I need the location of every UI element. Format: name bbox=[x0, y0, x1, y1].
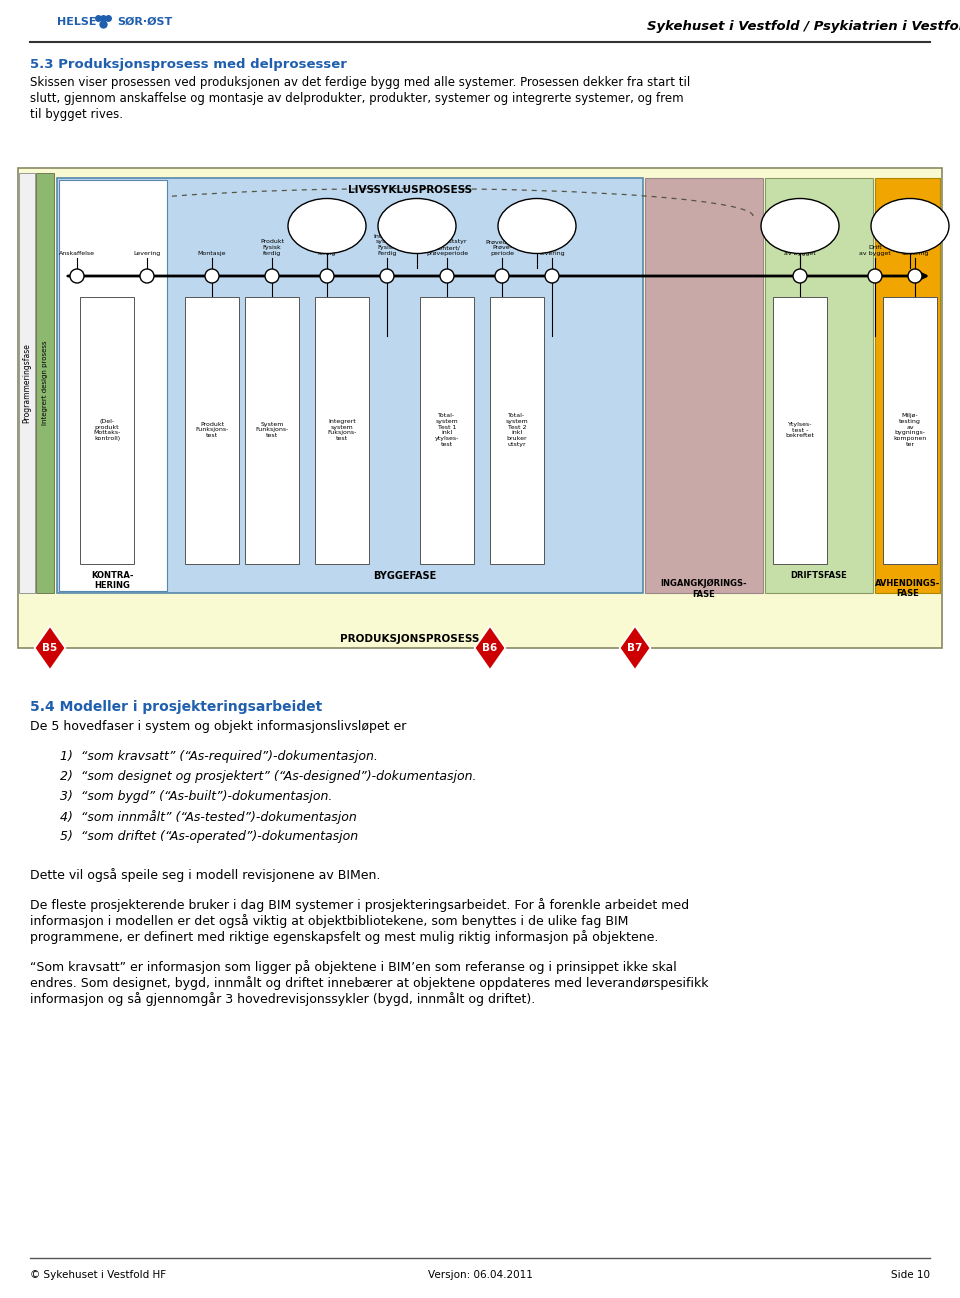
Circle shape bbox=[868, 269, 882, 283]
Text: Side 10: Side 10 bbox=[891, 1269, 930, 1280]
Circle shape bbox=[140, 269, 154, 283]
Text: Versjon: 06.04.2011: Versjon: 06.04.2011 bbox=[427, 1269, 533, 1280]
Text: til bygget rives.: til bygget rives. bbox=[30, 108, 123, 121]
Text: Drift
av bygget: Drift av bygget bbox=[859, 245, 891, 256]
Text: 5)  “som driftet (“As-operated”)-dokumentasjon: 5) “som driftet (“As-operated”)-dokument… bbox=[60, 829, 358, 842]
Text: Evaluering av
Bygningens
Ytelse: Evaluering av Bygningens Ytelse bbox=[776, 215, 824, 236]
Text: De fleste prosjekterende bruker i dag BIM systemer i prosjekteringsarbeidet. For: De fleste prosjekterende bruker i dag BI… bbox=[30, 898, 689, 912]
Text: Milepels-
befaring
Fysisk ferdig: Milepels- befaring Fysisk ferdig bbox=[305, 215, 348, 236]
FancyBboxPatch shape bbox=[315, 297, 369, 565]
Circle shape bbox=[205, 269, 219, 283]
Text: Produkt
Funksjons-
test: Produkt Funksjons- test bbox=[195, 422, 228, 439]
Text: 2)  “som designet og prosjektert” (“As-designed”)-dokumentasjon.: 2) “som designet og prosjektert” (“As-de… bbox=[60, 770, 476, 783]
Text: Brukerutstyr
Montert/
prøveperiode: Brukerutstyr Montert/ prøveperiode bbox=[426, 239, 468, 256]
Text: Ferdig-
befaring: Ferdig- befaring bbox=[402, 219, 432, 232]
Text: informasjon og så gjennomgår 3 hovedrevisjonssykler (bygd, innmålt og driftet).: informasjon og så gjennomgår 3 hovedrevi… bbox=[30, 992, 536, 1006]
Text: Levering: Levering bbox=[133, 251, 160, 256]
Polygon shape bbox=[474, 626, 505, 670]
Ellipse shape bbox=[761, 199, 839, 253]
Ellipse shape bbox=[498, 199, 576, 253]
FancyBboxPatch shape bbox=[185, 297, 239, 565]
FancyBboxPatch shape bbox=[645, 178, 763, 593]
FancyBboxPatch shape bbox=[59, 180, 167, 591]
FancyBboxPatch shape bbox=[245, 297, 299, 565]
Text: informasjon i modellen er det også viktig at objektbibliotekene, som benyttes i : informasjon i modellen er det også vikti… bbox=[30, 914, 629, 928]
Text: HELSE: HELSE bbox=[57, 17, 97, 27]
Text: SØR·ØST: SØR·ØST bbox=[117, 17, 172, 27]
Text: slutt, gjennom anskaffelse og montasje av delprodukter, produkter, systemer og i: slutt, gjennom anskaffelse og montasje a… bbox=[30, 92, 684, 105]
Text: endres. Som designet, bygd, innmålt og driftet innebærer at objektene oppdateres: endres. Som designet, bygd, innmålt og d… bbox=[30, 976, 708, 990]
Text: System
Fysisk
ferdig: System Fysisk ferdig bbox=[315, 239, 339, 256]
Text: Total-
system
Test 2
inkl
bruker
utstyr: Total- system Test 2 inkl bruker utstyr bbox=[506, 413, 528, 447]
Polygon shape bbox=[35, 626, 65, 670]
FancyBboxPatch shape bbox=[883, 297, 937, 565]
Ellipse shape bbox=[871, 199, 949, 253]
Circle shape bbox=[70, 269, 84, 283]
Text: INGANGKJØRINGS-
FASE: INGANGKJØRINGS- FASE bbox=[660, 579, 747, 598]
Text: Sykehuset i Vestfold / Psykiatrien i Vestfold: Sykehuset i Vestfold / Psykiatrien i Ves… bbox=[647, 19, 960, 32]
Text: 4)  “som innmålt” (“As-tested”)-dokumentasjon: 4) “som innmålt” (“As-tested”)-dokumenta… bbox=[60, 810, 357, 824]
Text: Integrert
system
Fysisk
Ferdig: Integrert system Fysisk Ferdig bbox=[373, 234, 401, 256]
Text: 3)  “som bygd” (“As-built”)-dokumentasjon.: 3) “som bygd” (“As-built”)-dokumentasjon… bbox=[60, 790, 332, 803]
Text: B7: B7 bbox=[627, 643, 642, 653]
FancyBboxPatch shape bbox=[773, 297, 827, 565]
Text: Programmeringsfase: Programmeringsfase bbox=[22, 343, 32, 423]
Text: LIVSSYKLUSPROSESS: LIVSSYKLUSPROSESS bbox=[348, 186, 472, 195]
Text: 2-3 års
drift
av bygget: 2-3 års drift av bygget bbox=[784, 239, 816, 256]
Ellipse shape bbox=[288, 199, 366, 253]
Text: Prøvedrift/
Prøve-
periode: Prøvedrift/ Prøve- periode bbox=[486, 239, 518, 256]
Circle shape bbox=[320, 269, 334, 283]
Text: Over-
levering: Over- levering bbox=[540, 245, 564, 256]
Text: Integrert design prosess: Integrert design prosess bbox=[42, 340, 48, 426]
FancyBboxPatch shape bbox=[18, 167, 942, 648]
Text: System
Funksjons-
test: System Funksjons- test bbox=[255, 422, 289, 439]
Text: (Del-
produkt
Mottaks-
kontroll): (Del- produkt Mottaks- kontroll) bbox=[93, 419, 121, 441]
Text: DRIFTSFASE: DRIFTSFASE bbox=[791, 571, 848, 580]
Text: Miljø-
testing
av
bygnings-
komponen
ter: Miljø- testing av bygnings- komponen ter bbox=[894, 413, 926, 447]
Text: KONTRA-
HERING: KONTRA- HERING bbox=[91, 571, 133, 591]
FancyBboxPatch shape bbox=[36, 173, 54, 593]
FancyBboxPatch shape bbox=[80, 297, 134, 565]
Circle shape bbox=[440, 269, 454, 283]
Circle shape bbox=[545, 269, 559, 283]
Text: “Som kravsatt” er informasjon som ligger på objektene i BIM’en som referanse og : “Som kravsatt” er informasjon som ligger… bbox=[30, 961, 677, 974]
Circle shape bbox=[380, 269, 394, 283]
Text: PRODUKSJONSPROSESS: PRODUKSJONSPROSESS bbox=[340, 633, 480, 644]
Text: Overtakelses-
befaring: Overtakelses- befaring bbox=[514, 219, 561, 232]
Text: Skissen viser prosessen ved produksjonen av det ferdige bygg med alle systemer. : Skissen viser prosessen ved produksjonen… bbox=[30, 77, 690, 90]
Text: © Sykehuset i Vestfold HF: © Sykehuset i Vestfold HF bbox=[30, 1269, 166, 1280]
Text: De 5 hovedfaser i system og objekt informasjonslivsløpet er: De 5 hovedfaser i system og objekt infor… bbox=[30, 720, 406, 733]
FancyBboxPatch shape bbox=[875, 178, 940, 593]
Circle shape bbox=[908, 269, 922, 283]
Text: B5: B5 bbox=[42, 643, 58, 653]
Text: Produkt
Fysisk
ferdig: Produkt Fysisk ferdig bbox=[260, 239, 284, 256]
Text: programmene, er definert med riktige egenskapsfelt og mest mulig riktig informas: programmene, er definert med riktige ege… bbox=[30, 929, 659, 944]
FancyBboxPatch shape bbox=[765, 178, 873, 593]
FancyBboxPatch shape bbox=[57, 178, 643, 593]
Text: 5.3 Produksjonsprosess med delprosesser: 5.3 Produksjonsprosess med delprosesser bbox=[30, 58, 347, 71]
FancyBboxPatch shape bbox=[420, 297, 474, 565]
Text: BYGGEFASE: BYGGEFASE bbox=[373, 571, 437, 582]
Polygon shape bbox=[619, 626, 651, 670]
Text: 1)  “som kravsatt” (“As-required”)-dokumentasjon.: 1) “som kravsatt” (“As-required”)-dokume… bbox=[60, 750, 378, 763]
Text: Integrert
system
Fuksjons-
test: Integrert system Fuksjons- test bbox=[327, 419, 357, 441]
FancyBboxPatch shape bbox=[19, 173, 35, 593]
Text: Ytylses-
test -
bekreftet: Ytylses- test - bekreftet bbox=[785, 422, 814, 439]
Text: Total-
system
Test 1
inkl
ytylses-
test: Total- system Test 1 inkl ytylses- test bbox=[435, 413, 459, 447]
Text: B6: B6 bbox=[482, 643, 497, 653]
Circle shape bbox=[495, 269, 509, 283]
Circle shape bbox=[793, 269, 807, 283]
Circle shape bbox=[265, 269, 279, 283]
Text: AVHENDINGS-
FASE: AVHENDINGS- FASE bbox=[875, 579, 940, 598]
Text: Riving/
sanering: Riving/ sanering bbox=[901, 245, 928, 256]
Text: Dette vil også speile seg i modell revisjonene av BIMen.: Dette vil også speile seg i modell revis… bbox=[30, 868, 380, 881]
Text: Anskaffelse: Anskaffelse bbox=[59, 251, 95, 256]
Text: Miljøkartlegging
av bygge-
komoonenter.: Miljøkartlegging av bygge- komoonenter. bbox=[882, 215, 938, 236]
Text: Montasje: Montasje bbox=[198, 251, 227, 256]
Ellipse shape bbox=[378, 199, 456, 253]
FancyBboxPatch shape bbox=[490, 297, 544, 565]
Text: 5.4 Modeller i prosjekteringsarbeidet: 5.4 Modeller i prosjekteringsarbeidet bbox=[30, 700, 323, 714]
